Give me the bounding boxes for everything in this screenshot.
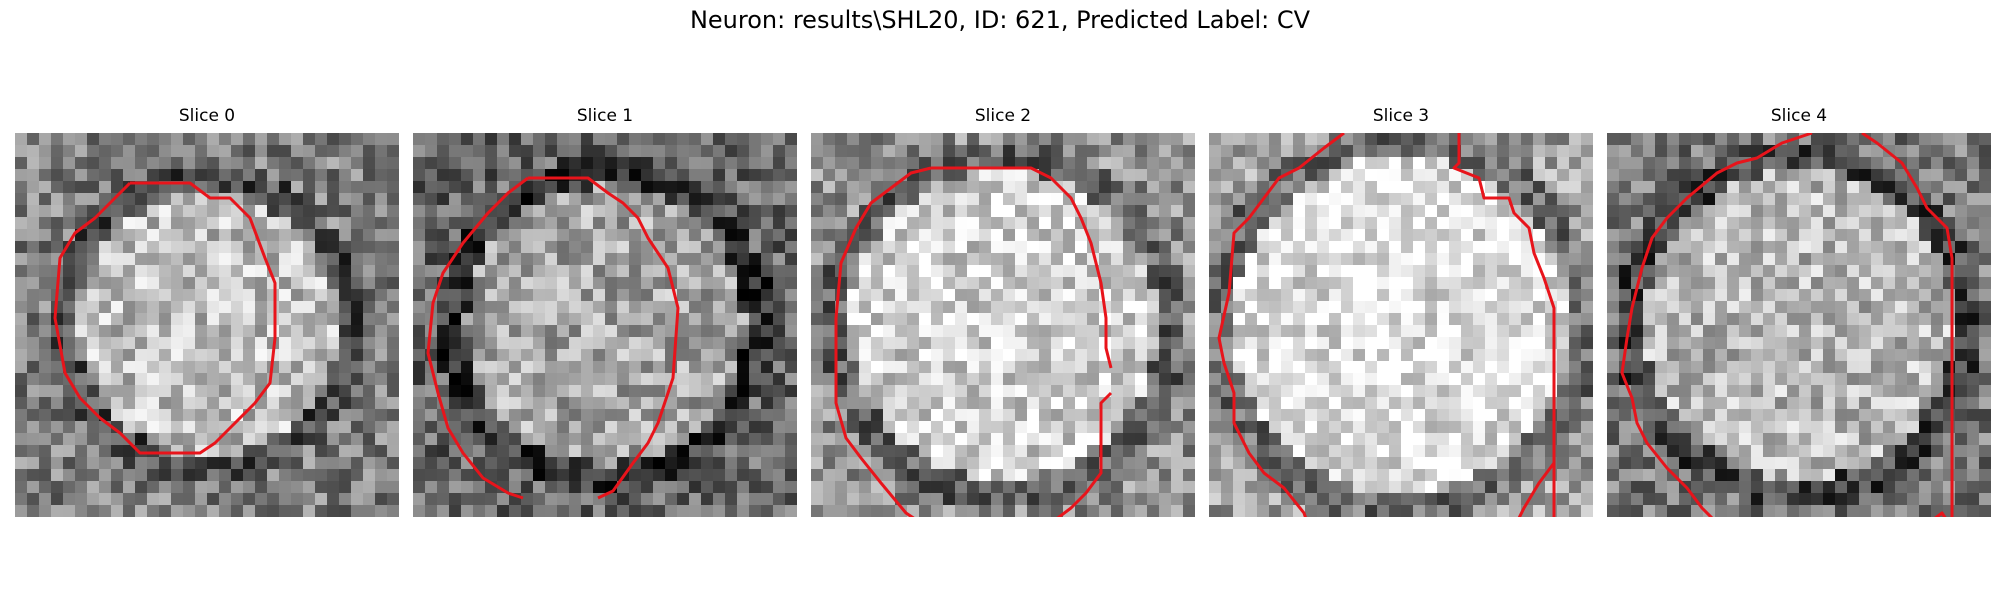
contour-line — [1620, 133, 1813, 517]
slice-title: Slice 3 — [1372, 106, 1430, 126]
slice-panel-0: Slice 0 — [15, 106, 399, 518]
slice-title: Slice 0 — [178, 106, 236, 126]
slice-image — [413, 133, 797, 517]
contour-line — [426, 176, 529, 500]
slice-image — [15, 133, 399, 517]
slice-panel-3: Slice 3 — [1209, 106, 1593, 518]
slice-panel-2: Slice 2 — [811, 106, 1195, 518]
contour-line — [931, 166, 1113, 369]
contour-line — [1517, 462, 1556, 517]
contour-line — [1452, 133, 1556, 517]
slice-panel-4: Slice 4 — [1607, 106, 1991, 518]
slice-title: Slice 4 — [1770, 106, 1828, 126]
slice-image — [1209, 133, 1593, 517]
contour-line — [528, 176, 680, 500]
slice-image — [1607, 133, 1991, 517]
slice-title: Slice 1 — [576, 106, 634, 126]
figure-title: Neuron: results\SHL20, ID: 621, Predicte… — [689, 6, 1311, 34]
slice-image — [811, 133, 1195, 517]
contour-line — [1861, 133, 1954, 517]
contour-line — [1217, 133, 1345, 517]
slice-title: Slice 2 — [974, 106, 1032, 126]
contour-line — [1056, 391, 1113, 517]
contour-line — [53, 181, 277, 455]
slice-panel-1: Slice 1 — [413, 106, 797, 518]
contour-line — [834, 166, 932, 517]
